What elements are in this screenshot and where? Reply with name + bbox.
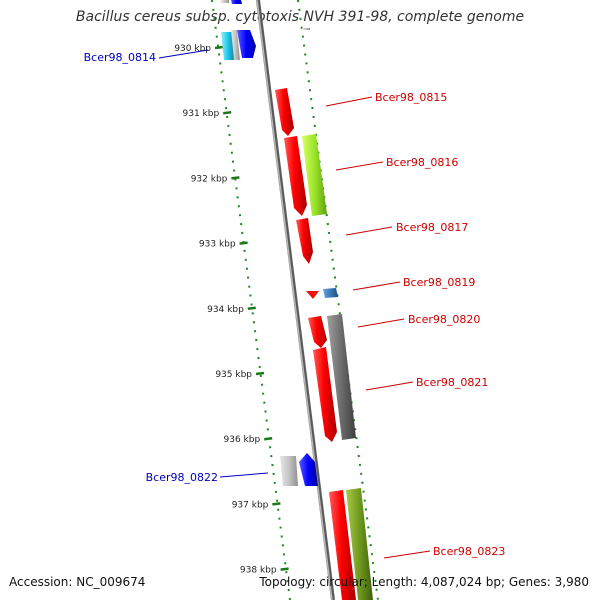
leader-line [365,381,414,391]
gene-label[interactable]: Bcer98_0815 [375,91,447,104]
ruler-tick-label: 934 kbp [207,305,244,315]
ruler-tick-label: 932 kbp [191,174,228,184]
ruler-ticks: 930 kbp 931 kbp 932 kbp 933 kbp 934 kbp 935 k… [174,44,289,576]
ruler-tick-label: 933 kbp [199,240,236,250]
gene-feature [221,0,229,3]
ruler-tick-mark [214,45,224,50]
gene-label[interactable]: Bcer98_0817 [396,221,468,234]
gene-feature [323,288,338,298]
leader-line [345,226,393,236]
map-title: Bacillus cereus subsp. cytotoxis NVH 391… [75,9,525,25]
leader-line [219,472,269,478]
gene-feature [284,136,307,216]
ruler-tick-mark [272,502,281,506]
ruler-tick-label: 936 kbp [224,435,261,445]
gene-feature [327,314,356,440]
gene-feature [308,316,327,348]
gene-feature [231,30,240,60]
ruler-tick-mark [231,176,240,180]
genome-summary-text: Topology: circular; Length: 4,087,024 bp… [259,575,589,589]
accession-text: Accession: NC_009674 [9,575,146,589]
ruler-tick-mark [255,371,265,376]
gene-feature [346,488,373,600]
gene-feature [275,88,294,136]
leader-line [383,550,431,559]
inner-dotted-track [211,0,291,600]
ruler-tick-label: 930 kbp [174,44,211,54]
gene-feature [313,347,337,442]
gene-feature [237,30,256,58]
gene-features [221,0,373,600]
gene-feature [302,28,310,30]
gene-labels: Bcer98_0814 Bcer98_0815 Bcer98_0816 Bcer98_… [84,51,506,558]
ruler-tick-label: 937 kbp [232,500,269,510]
leader-line [158,49,209,59]
gene-feature [302,134,327,216]
leader-line [352,281,401,291]
ruler-tick-label: 935 kbp [215,370,252,380]
ruler-tick-mark [247,306,256,311]
gene-feature [296,218,313,264]
gene-label[interactable]: Bcer98_0819 [403,276,475,289]
ruler-tick-mark [239,241,248,245]
leader-line [325,96,373,107]
outer-dotted-track [297,0,379,600]
gene-feature [221,32,235,60]
gene-feature [306,291,319,299]
gene-label[interactable]: Bcer98_0821 [416,376,488,389]
gene-label[interactable]: Bcer98_0822 [146,471,218,484]
genome-backbone-highlight [256,0,333,600]
ruler-tick-mark [280,567,289,571]
ruler-tick-mark [264,436,273,441]
gene-feature [329,490,356,600]
ruler-tick-label: 938 kbp [240,566,277,576]
gene-label[interactable]: Bcer98_0814 [84,51,156,64]
gene-feature [299,453,318,486]
gene-label[interactable]: Bcer98_0823 [433,545,505,558]
leader-line [357,318,405,328]
leader-line [335,161,384,171]
gene-feature [280,456,298,486]
gene-feature [231,0,242,4]
ruler-tick-mark [223,110,232,115]
gene-label[interactable]: Bcer98_0820 [408,313,480,326]
gene-label[interactable]: Bcer98_0816 [386,156,458,169]
ruler-tick-label: 931 kbp [183,109,220,119]
label-leaders [158,49,431,559]
genome-backbone [256,0,335,600]
